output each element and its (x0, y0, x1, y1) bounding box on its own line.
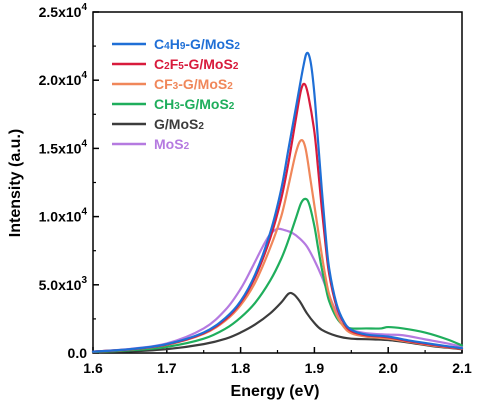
legend-label-2: CF3-G/MoS2 (154, 76, 233, 92)
x-tick-label: 1.6 (83, 360, 103, 376)
y-tick-label: 2.5x104 (39, 2, 88, 20)
legend: C4H9-G/MoS2 C2F5-G/MoS2 CF3-G/MoS2 CH3-G/Mo… (112, 36, 240, 152)
series-layer (91, 51, 464, 354)
legend-label-1: C2F5-G/MoS2 (154, 56, 239, 72)
y-axis-title: Intensity (a.u.) (7, 129, 24, 237)
x-tick-label: 2.1 (452, 360, 472, 376)
legend-label-4: G/MoS2 (154, 116, 204, 132)
y-tick-label: 0.0 (68, 345, 88, 361)
y-tick-label: 1.5x104 (39, 138, 88, 156)
series-line-4 (91, 291, 464, 354)
x-tick-label: 1.9 (305, 360, 325, 376)
series-line-1 (91, 82, 464, 353)
series-line-5 (91, 227, 464, 353)
series-line-3 (91, 197, 464, 354)
y-tick-label: 1.0x104 (39, 207, 88, 225)
x-tick-label: 1.7 (157, 360, 177, 376)
series-line-2 (91, 139, 464, 353)
x-axis-title: Energy (eV) (231, 383, 320, 400)
plot-frame (92, 11, 463, 354)
series-line-0 (91, 51, 464, 353)
legend-label-3: CH3-G/MoS2 (154, 96, 235, 112)
y-tick-label: 5.0x103 (39, 275, 88, 293)
x-tick-label: 1.8 (231, 360, 251, 376)
legend-label-0: C4H9-G/MoS2 (154, 36, 240, 52)
axes: 1.6 1.7 1.8 1.9 2.0 2.1 0.0 5.0x103 1.0x104 1.5x1… (39, 2, 472, 376)
y-tick-label: 2.0x104 (39, 70, 88, 88)
legend-label-5: MoS2 (154, 136, 190, 152)
x-tick-label: 2.0 (378, 360, 398, 376)
